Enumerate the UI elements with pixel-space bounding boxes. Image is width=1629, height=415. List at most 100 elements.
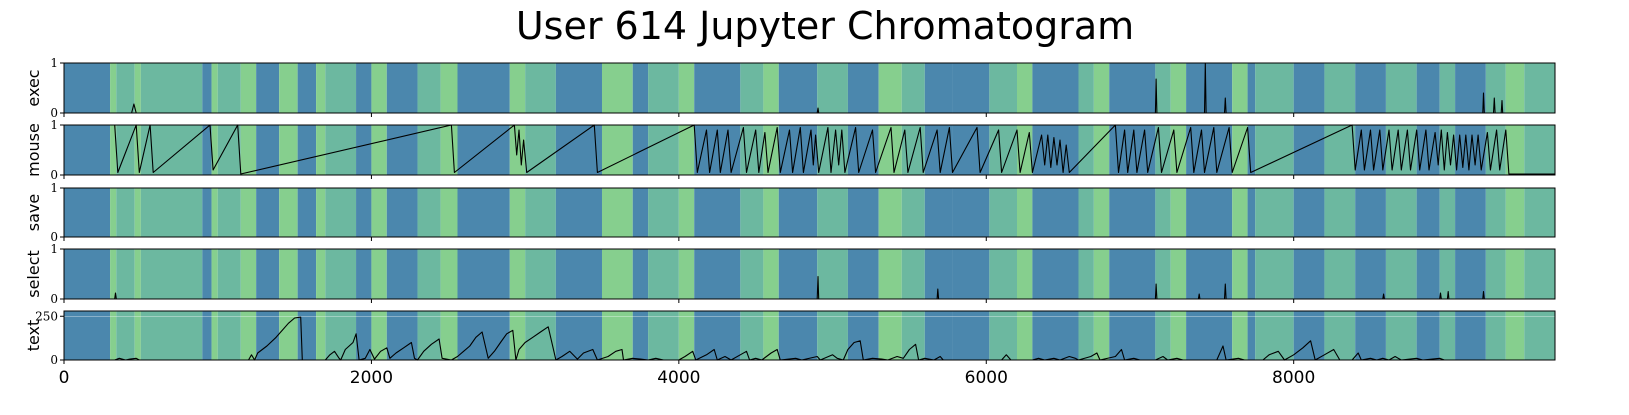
background-band xyxy=(763,63,779,113)
background-band xyxy=(1186,311,1233,360)
background-band xyxy=(116,249,135,299)
background-band xyxy=(952,63,990,113)
background-band xyxy=(740,249,764,299)
panel-frame xyxy=(63,310,1556,361)
background-band xyxy=(1093,63,1110,113)
background-band xyxy=(1155,63,1171,113)
background-band xyxy=(1032,311,1079,360)
background-band xyxy=(1355,63,1386,113)
background-band xyxy=(240,311,257,360)
background-band xyxy=(924,311,953,360)
background-band xyxy=(64,249,111,299)
background-band xyxy=(1385,63,1417,113)
background-band xyxy=(325,249,357,299)
background-band xyxy=(1293,188,1325,237)
background-band xyxy=(140,249,203,299)
y-axis-label-save: save xyxy=(24,194,43,231)
background-band xyxy=(1032,249,1079,299)
background-band xyxy=(140,188,203,237)
panel-frame xyxy=(63,62,1556,114)
background-band xyxy=(601,249,633,299)
background-band xyxy=(632,188,649,237)
background-band xyxy=(440,125,458,175)
background-band xyxy=(924,249,953,299)
background-band xyxy=(457,188,510,237)
background-band xyxy=(1093,249,1110,299)
background-band xyxy=(1155,249,1171,299)
background-band xyxy=(325,125,357,175)
background-band xyxy=(240,63,257,113)
background-band xyxy=(1017,249,1033,299)
background-band xyxy=(116,63,135,113)
background-band xyxy=(279,311,298,360)
background-band xyxy=(924,63,953,113)
background-band xyxy=(371,188,387,237)
background-band xyxy=(1247,125,1256,175)
y-tick-label: 0 xyxy=(50,353,58,367)
background-band xyxy=(1093,188,1110,237)
background-band xyxy=(110,311,117,360)
background-band xyxy=(211,125,218,175)
background-band xyxy=(240,188,257,237)
background-band xyxy=(989,63,1018,113)
background-band xyxy=(217,125,241,175)
background-band xyxy=(110,63,117,113)
background-band xyxy=(989,188,1018,237)
background-band xyxy=(1455,311,1486,360)
background-band xyxy=(694,249,741,299)
background-band xyxy=(386,311,418,360)
background-band xyxy=(1247,188,1256,237)
background-band xyxy=(140,63,203,113)
background-band xyxy=(1155,188,1171,237)
background-band xyxy=(386,125,418,175)
y-tick-label: 0 xyxy=(50,168,58,182)
background-band xyxy=(64,63,111,113)
series-line-mouse xyxy=(114,124,1555,175)
background-band xyxy=(1485,311,1506,360)
background-band xyxy=(509,63,526,113)
background-band xyxy=(211,63,218,113)
background-band xyxy=(256,311,280,360)
y-axis-label-exec: exec xyxy=(24,69,43,106)
background-band xyxy=(694,311,741,360)
background-band xyxy=(740,63,764,113)
background-band xyxy=(217,63,241,113)
background-band xyxy=(509,188,526,237)
background-band xyxy=(202,63,212,113)
panel-frame xyxy=(63,248,1556,300)
background-band xyxy=(763,249,779,299)
background-band xyxy=(763,311,779,360)
panel-mouse: 0 1 mouse xyxy=(24,118,1556,182)
background-band xyxy=(256,125,280,175)
background-band xyxy=(356,311,372,360)
background-band xyxy=(202,311,212,360)
background-band xyxy=(240,125,257,175)
background-band xyxy=(1355,188,1386,237)
background-band xyxy=(386,249,418,299)
background-band xyxy=(1255,63,1294,113)
background-band xyxy=(440,63,458,113)
background-band xyxy=(678,188,695,237)
background-band xyxy=(417,249,441,299)
background-band xyxy=(316,249,326,299)
background-band xyxy=(1032,188,1079,237)
background-band xyxy=(901,311,925,360)
background-band xyxy=(1093,311,1110,360)
background-band xyxy=(678,63,695,113)
background-band xyxy=(256,188,280,237)
background-band xyxy=(356,188,372,237)
background-band xyxy=(1247,311,1256,360)
background-band xyxy=(1524,125,1555,175)
chart-title: User 614 Jupyter Chromatogram xyxy=(516,4,1134,48)
background-band xyxy=(134,63,141,113)
background-band xyxy=(297,249,317,299)
background-band xyxy=(1416,63,1440,113)
background-band xyxy=(1017,63,1033,113)
background-band xyxy=(1170,188,1187,237)
background-band xyxy=(648,188,679,237)
background-band xyxy=(763,188,779,237)
background-band xyxy=(952,311,990,360)
background-band xyxy=(371,249,387,299)
